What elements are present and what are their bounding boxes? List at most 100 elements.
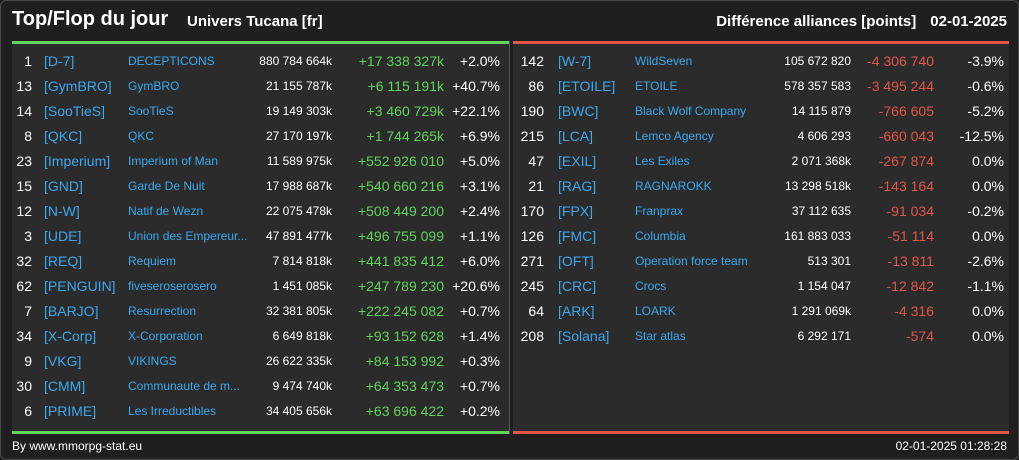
alliance-diff: -267 874 [878, 153, 934, 169]
alliance-total: 27 170 197k [265, 129, 332, 143]
alliance-total: 1 291 069k [791, 304, 851, 318]
alliance-total: 513 301 [807, 254, 851, 268]
alliance-tag-link[interactable]: [SooTieS] [44, 103, 105, 119]
alliance-tag-link[interactable]: [GymBRO] [44, 78, 112, 94]
alliance-pct: +0.2% [459, 403, 500, 419]
alliance-pct: -0.2% [967, 203, 1004, 219]
alliance-diff: +63 696 422 [365, 403, 444, 419]
alliance-tag-link[interactable]: [BWC] [558, 103, 599, 119]
alliance-total: 6 649 818k [272, 329, 332, 343]
alliance-tag-link[interactable]: [PRIME] [44, 403, 97, 419]
alliance-pct: 0.0% [972, 303, 1004, 319]
alliance-rank: 34 [16, 328, 32, 344]
alliance-total: 11 589 975k [266, 154, 332, 168]
alliance-tag-link[interactable]: [D-7] [44, 53, 75, 69]
alliance-diff: -51 114 [887, 228, 934, 244]
alliance-tag-link[interactable]: [N-W] [44, 203, 80, 219]
alliance-row: 13 [GymBRO] GymBRO 21 155 787k +6 115 191k +4… [12, 74, 509, 99]
alliance-tag-link[interactable]: [Imperium] [44, 153, 111, 169]
alliance-rank: 64 [528, 303, 544, 319]
alliance-total: 578 357 583 [784, 79, 851, 93]
page-title: Top/Flop du jour [12, 8, 169, 30]
alliance-tag-link[interactable]: [VKG] [44, 353, 82, 369]
alliance-row: 15 [GND] Garde De Nuit 17 988 687k +540 660 … [12, 174, 509, 199]
alliance-row: 9 [VKG] VIKINGS 26 622 335k +84 153 992 +0.3% [12, 349, 509, 374]
alliance-row: 64 [ARK] LOARK 1 291 069k -4 316 0.0% [513, 299, 1009, 324]
alliance-total: 880 784 664k [259, 54, 332, 68]
alliance-tag-link[interactable]: [ETOILE] [558, 78, 616, 94]
alliance-row: 34 [X-Corp] X-Corporation 6 649 818k +93 152… [12, 324, 509, 349]
alliance-rank: 7 [24, 303, 32, 319]
alliance-diff: +496 755 099 [357, 228, 444, 244]
alliance-rank: 23 [16, 153, 32, 169]
alliance-total: 9 474 740k [272, 379, 332, 393]
flop-panel: 142 [W-7] WildSeven 105 672 820 -4 306 740 -3… [513, 41, 1009, 434]
alliance-diff: -3 495 244 [867, 78, 934, 94]
alliance-row: 170 [FPX] Franprax 37 112 635 -91 034 -0.2% [513, 199, 1009, 224]
alliance-tag-link[interactable]: [W-7] [558, 53, 592, 69]
alliance-tag-link[interactable]: [OFT] [558, 253, 594, 269]
alliance-tag-link[interactable]: [ARK] [558, 303, 595, 319]
alliance-diff: +222 245 082 [357, 303, 444, 319]
alliance-tag-link[interactable]: [REQ] [44, 253, 83, 269]
alliance-tag-link[interactable]: [FPX] [558, 203, 594, 219]
alliance-rank: 208 [520, 328, 544, 344]
alliance-pct: +1.1% [459, 228, 500, 244]
alliance-tag-link[interactable]: [EXIL] [558, 153, 597, 169]
alliance-pct: +2.0% [459, 53, 500, 69]
alliance-pct: +5.0% [459, 153, 500, 169]
alliance-diff: -4 306 740 [867, 53, 934, 69]
alliance-rank: 9 [24, 353, 32, 369]
alliance-total: 14 115 879 [791, 104, 851, 118]
alliance-tag-link[interactable]: [UDE] [44, 228, 82, 244]
alliance-total: 13 298 518k [784, 179, 851, 193]
alliance-total: 1 451 085k [272, 279, 332, 293]
alliance-diff: +17 338 327k [358, 53, 444, 69]
alliance-row: 8 [QKC] QKC 27 170 197k +1 744 265k +6.9% [12, 124, 509, 149]
alliance-total: 21 155 787k [265, 79, 332, 93]
alliance-total: 47 891 477k [265, 229, 332, 243]
alliance-tag-link[interactable]: [CRC] [558, 278, 597, 294]
alliance-rank: 12 [16, 203, 32, 219]
alliance-row: 190 [BWC] Black Wolf Company 14 115 879 -766… [513, 99, 1009, 124]
alliance-rank: 1 [24, 53, 32, 69]
alliance-tag-link[interactable]: [PENGUIN] [44, 278, 116, 294]
alliance-row: 208 [Solana] Star atlas 6 292 171 -574 0.0% [513, 324, 1009, 349]
alliance-total: 2 071 368k [791, 154, 851, 168]
alliance-pct: 0.0% [972, 328, 1004, 344]
alliance-total: 22 075 478k [265, 204, 332, 218]
alliance-pct: +40.7% [452, 78, 500, 94]
alliance-rank: 62 [16, 278, 32, 294]
alliance-tag-link[interactable]: [Solana] [558, 328, 610, 344]
alliance-diff: +1 744 265k [366, 128, 444, 144]
alliance-pct: +6.0% [459, 253, 500, 269]
alliance-row: 7 [BARJO] Resurrection 32 381 805k +222 245 … [12, 299, 509, 324]
top-list: 1 [D-7] DECEPTICONS 880 784 664k +17 338 327… [12, 49, 509, 424]
alliance-tag-link[interactable]: [RAG] [558, 178, 597, 194]
alliance-tag-link[interactable]: [FMC] [558, 228, 597, 244]
alliance-row: 126 [FMC] Columbia 161 883 033 -51 114 0.0% [513, 224, 1009, 249]
alliance-row: 12 [N-W] Natif de Wezn 22 075 478k +508 449 … [12, 199, 509, 224]
alliance-rank: 271 [520, 253, 544, 269]
alliance-rank: 15 [16, 178, 32, 194]
alliance-pct: +22.1% [452, 103, 500, 119]
alliance-rank: 3 [24, 228, 32, 244]
alliance-rank: 32 [16, 253, 32, 269]
alliance-pct: 0.0% [972, 153, 1004, 169]
alliance-diff: +540 660 216 [357, 178, 444, 194]
alliance-tag-link[interactable]: [QKC] [44, 128, 83, 144]
alliance-tag-link[interactable]: [LCA] [558, 128, 594, 144]
alliance-tag-link[interactable]: [BARJO] [44, 303, 99, 319]
alliance-tag-link[interactable]: [GND] [44, 178, 83, 194]
alliance-pct: -12.5% [959, 128, 1004, 144]
alliance-tag-link[interactable]: [CMM] [44, 378, 86, 394]
alliance-rank: 86 [528, 78, 544, 94]
alliance-row: 245 [CRC] Crocs 1 154 047 -12 842 -1.1% [513, 274, 1009, 299]
top-accent-bar [12, 41, 509, 44]
alliance-pct: 0.0% [972, 178, 1004, 194]
alliance-tag-link[interactable]: [X-Corp] [44, 328, 97, 344]
alliance-row: 21 [RAG] RAGNAROKK 13 298 518k -143 164 0.0% [513, 174, 1009, 199]
alliance-row: 62 [PENGUIN] fiveseroserosero 1 451 085k +24… [12, 274, 509, 299]
alliance-pct: +0.3% [459, 353, 500, 369]
